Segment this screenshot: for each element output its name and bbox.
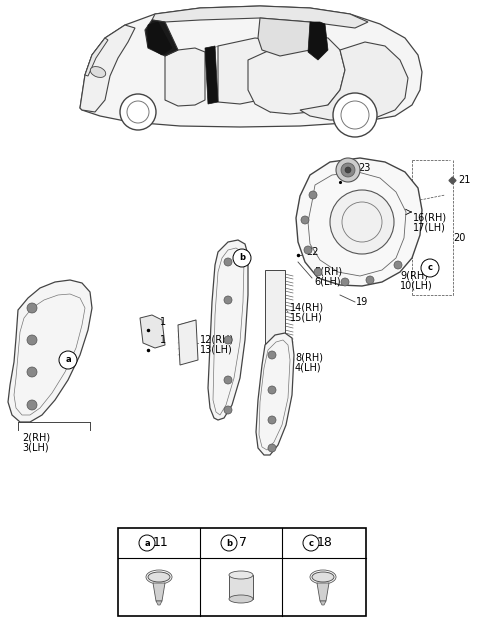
Circle shape [268,386,276,394]
Ellipse shape [312,572,334,582]
Circle shape [301,216,309,224]
Circle shape [268,416,276,424]
Circle shape [421,259,439,277]
Text: 20: 20 [453,233,466,243]
Circle shape [341,278,349,286]
Text: 3(LH): 3(LH) [22,443,48,453]
Bar [229,575,253,599]
Polygon shape [8,280,92,422]
Circle shape [366,276,374,284]
Ellipse shape [90,66,106,78]
Circle shape [233,249,251,267]
Text: c: c [309,538,313,548]
Text: 15(LH): 15(LH) [290,313,323,323]
Polygon shape [320,601,326,605]
Circle shape [221,535,237,551]
Polygon shape [85,38,108,76]
Text: b: b [226,538,232,548]
Circle shape [268,444,276,452]
Text: a: a [65,356,71,364]
Polygon shape [165,48,205,106]
Text: 22: 22 [306,247,319,257]
Polygon shape [300,42,408,120]
Polygon shape [153,583,165,601]
Polygon shape [248,35,345,114]
Ellipse shape [148,572,170,582]
Polygon shape [152,6,368,28]
Circle shape [268,351,276,359]
Text: 8(RH): 8(RH) [295,353,323,363]
Circle shape [336,158,360,182]
Text: 2(RH): 2(RH) [22,433,50,443]
Polygon shape [265,270,285,350]
Circle shape [303,535,319,551]
Polygon shape [308,22,328,60]
Text: 14(RH): 14(RH) [290,303,324,313]
Polygon shape [256,333,294,455]
Text: 18: 18 [317,536,333,550]
Text: 10(LH): 10(LH) [400,280,433,290]
Circle shape [333,93,377,137]
Circle shape [27,400,37,410]
Text: 1: 1 [160,317,166,327]
Text: c: c [428,264,432,272]
Circle shape [341,163,355,177]
Polygon shape [296,158,422,286]
Polygon shape [148,22,172,55]
Circle shape [330,190,394,254]
Text: 11: 11 [153,536,169,550]
Text: 13(LH): 13(LH) [200,345,233,355]
Text: 16(RH): 16(RH) [413,213,447,223]
Text: 1: 1 [160,335,166,345]
Polygon shape [140,315,165,348]
Circle shape [345,167,351,173]
Circle shape [304,246,312,254]
Circle shape [224,406,232,414]
Polygon shape [156,601,162,605]
Polygon shape [208,240,248,420]
Bar [118,528,366,616]
Circle shape [120,94,156,130]
Polygon shape [205,46,218,104]
Circle shape [139,535,155,551]
Text: a: a [144,538,150,548]
Polygon shape [145,20,178,56]
Circle shape [27,335,37,345]
Polygon shape [178,320,198,365]
Text: 19: 19 [356,297,368,307]
Circle shape [314,268,322,276]
Text: 4(LH): 4(LH) [295,363,322,373]
Polygon shape [258,18,318,56]
Ellipse shape [229,595,253,603]
Text: 12(RH): 12(RH) [200,335,234,345]
Circle shape [394,261,402,269]
Circle shape [224,296,232,304]
Polygon shape [80,6,422,127]
Circle shape [309,191,317,199]
Text: 6(LH): 6(LH) [314,277,341,287]
Circle shape [27,303,37,313]
Text: 7: 7 [239,536,247,550]
Text: 23: 23 [358,163,371,173]
Circle shape [59,351,77,369]
Polygon shape [218,38,272,104]
Circle shape [224,336,232,344]
Text: 17(LH): 17(LH) [413,223,446,233]
Circle shape [224,258,232,266]
Polygon shape [317,583,329,601]
Text: b: b [239,254,245,262]
Ellipse shape [229,571,253,579]
Polygon shape [80,25,135,112]
Text: 5(RH): 5(RH) [314,267,342,277]
Text: 9(RH): 9(RH) [400,270,428,280]
Circle shape [27,367,37,377]
Text: 21: 21 [458,175,470,185]
Circle shape [224,376,232,384]
